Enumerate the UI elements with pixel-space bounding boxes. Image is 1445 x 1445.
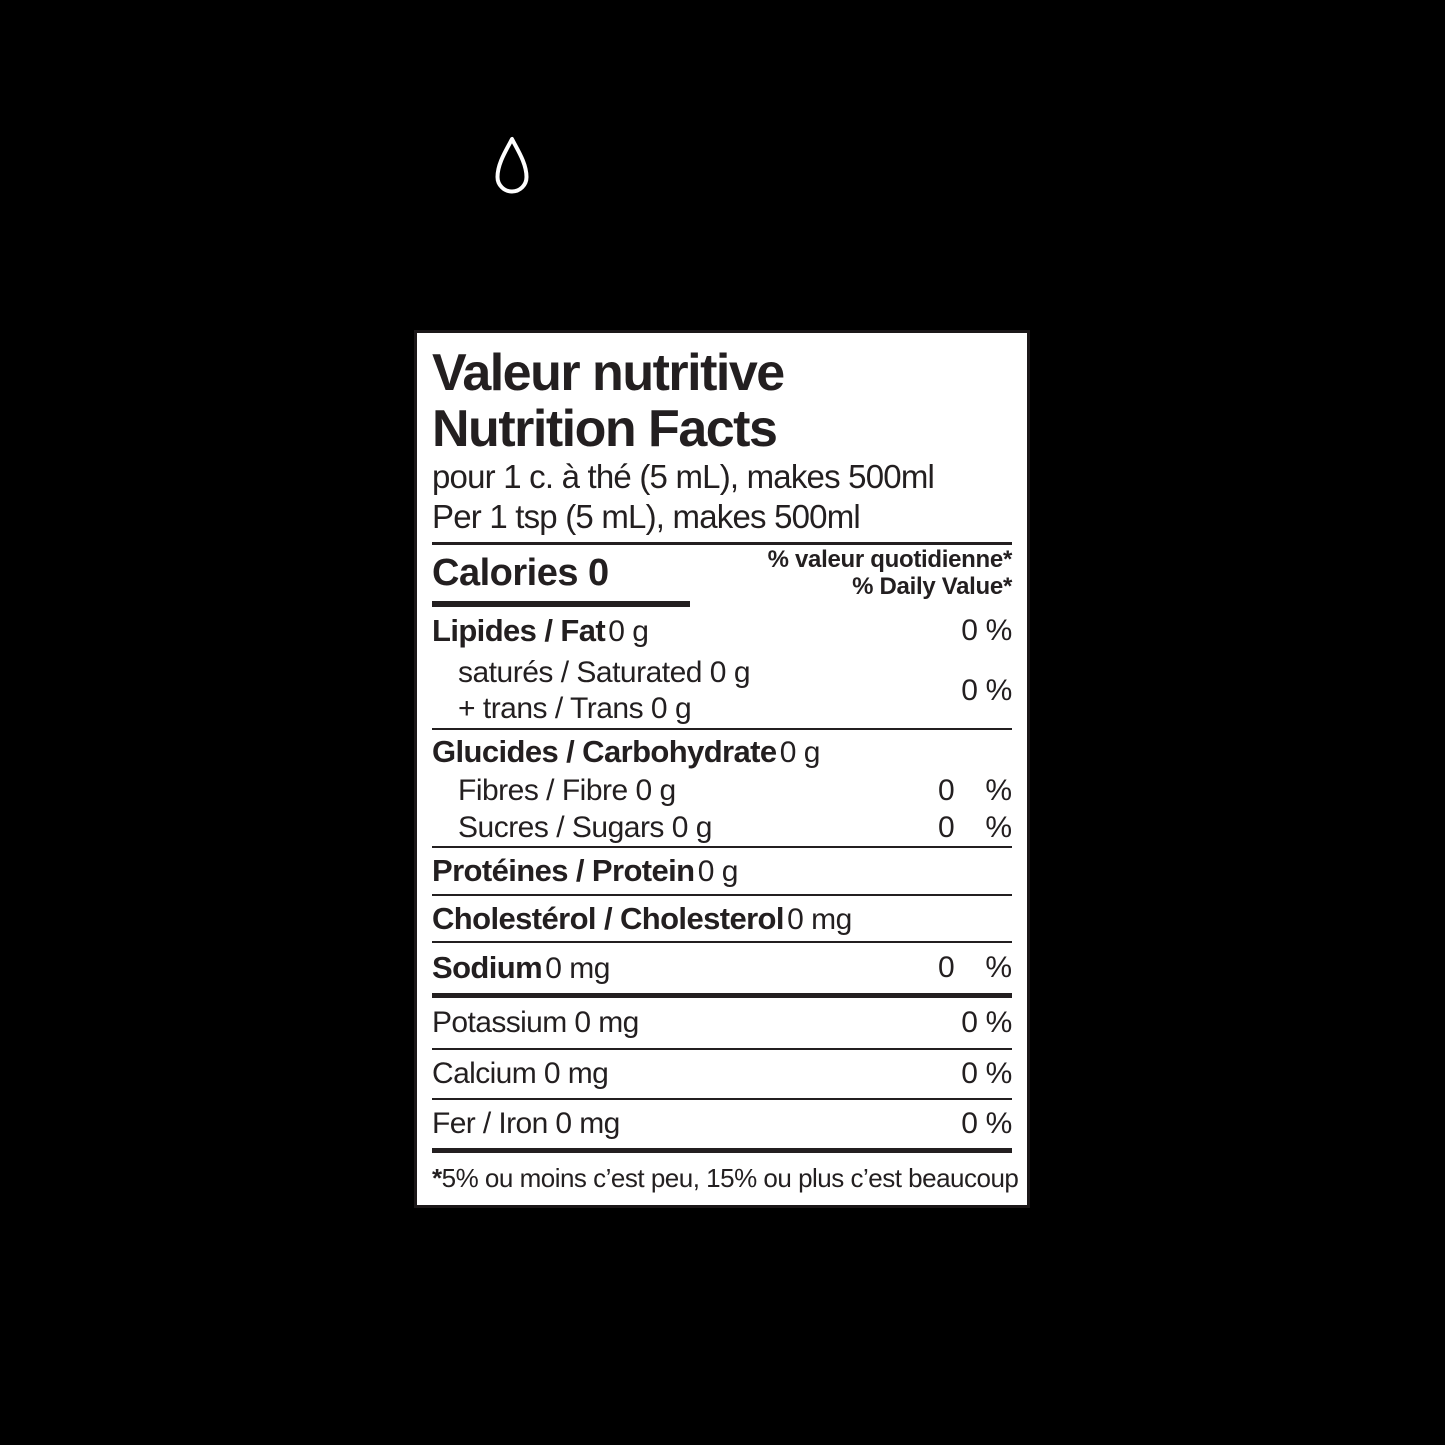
row-carbohydrate: Glucides / Carbohydrate 0 g — [432, 730, 1012, 773]
sugars-dv-unit: % — [985, 810, 1012, 844]
rule-thick-divider — [432, 993, 1012, 998]
fibre-dv-unit: % — [985, 774, 1012, 807]
title-french: Valeur nutritive — [432, 344, 785, 402]
trans-line: + trans / Trans 0 g — [458, 692, 692, 725]
rule-divider — [432, 941, 1012, 943]
sugars-dv-value: 0 — [938, 810, 955, 844]
serving-size-english: Per 1 tsp (5 mL), makes 500ml — [432, 498, 861, 535]
iron-daily-value: 0 % — [961, 1107, 1012, 1140]
rule-divider — [432, 846, 1012, 848]
serving-size-french: pour 1 c. à thé (5 mL), makes 500ml — [432, 458, 935, 495]
rule-thick-divider — [432, 1148, 1012, 1153]
calcium-daily-value: 0 % — [961, 1057, 1012, 1090]
droplet-outline-icon — [495, 137, 529, 194]
row-fat: Lipides / Fat 0 g 0 % — [432, 607, 1012, 654]
row-protein: Protéines / Protein 0 g — [432, 848, 1012, 894]
daily-value-header-french: % valeur quotidienne* — [767, 546, 1013, 573]
calories-word: Calories — [432, 551, 578, 594]
rule-divider — [432, 894, 1012, 896]
sodium-dv-unit: % — [985, 951, 1012, 984]
row-calcium: Calcium 0 mg 0 % — [432, 1050, 1012, 1098]
sugars-name: Sucres / Sugars 0 g — [458, 810, 712, 844]
row-iron: Fer / Iron 0 mg 0 % — [432, 1100, 1012, 1148]
sodium-dv-value: 0 — [938, 951, 955, 984]
row-sugars: Sucres / Sugars 0 g 0 % — [432, 809, 1012, 846]
footnote-asterisk: * — [432, 1162, 442, 1193]
protein-name: Protéines / Protein — [432, 853, 695, 888]
calories-underline — [432, 601, 690, 607]
rule-above-calories — [432, 542, 1012, 545]
calories-row: Calories 0 % valeur quotidienne* % Daily… — [432, 545, 1012, 601]
rule-divider — [432, 728, 1012, 730]
row-fibre: Fibres / Fibre 0 g 0 % — [432, 773, 1012, 809]
potassium-name: Potassium 0 mg — [432, 1006, 639, 1039]
calories-value: 0 — [588, 551, 609, 594]
saturated-trans-daily-value: 0 % — [961, 674, 1012, 707]
iron-name: Fer / Iron 0 mg — [432, 1107, 620, 1140]
potassium-daily-value: 0 % — [961, 1006, 1012, 1039]
fat-name: Lipides / Fat — [432, 612, 606, 648]
sodium-name: Sodium — [432, 950, 543, 985]
rule-divider — [432, 1098, 1012, 1100]
sodium-value: 0 mg — [545, 952, 610, 985]
carbohydrate-value: 0 g — [779, 735, 821, 769]
cholesterol-name: Cholestérol / Cholesterol — [432, 900, 785, 936]
calcium-name: Calcium 0 mg — [432, 1057, 609, 1090]
row-saturated-trans: saturés / Saturated 0 g + trans / Trans … — [432, 654, 1012, 728]
nutrition-facts-label: Valeur nutritive Nutrition Facts pour 1 … — [414, 330, 1030, 1208]
daily-value-header: % valeur quotidienne* % Daily Value* — [767, 546, 1013, 600]
protein-value: 0 g — [697, 855, 739, 888]
saturated-line: saturés / Saturated 0 g — [458, 656, 751, 689]
footnote-text: 5% ou moins c’est peu, 15% ou plus c’est… — [441, 1162, 1019, 1193]
row-potassium: Potassium 0 mg 0 % — [432, 998, 1012, 1048]
rule-divider — [432, 1048, 1012, 1050]
fibre-name: Fibres / Fibre 0 g — [458, 774, 676, 807]
daily-value-header-english: % Daily Value* — [852, 573, 1012, 600]
title-english: Nutrition Facts — [432, 400, 778, 458]
carbohydrate-name: Glucides / Carbohydrate — [432, 733, 777, 769]
fat-daily-value: 0 % — [961, 613, 1012, 647]
cholesterol-value: 0 mg — [787, 902, 852, 936]
calories-label: Calories 0 — [432, 552, 609, 595]
label-titles: Valeur nutritive Nutrition Facts — [432, 333, 1012, 457]
daily-value-footnote: * 5% ou moins c’est peu, 15% ou plus c’es… — [432, 1153, 1019, 1203]
fibre-dv-value: 0 — [938, 774, 955, 807]
row-sodium: Sodium 0 mg 0 % — [432, 943, 1012, 993]
row-cholesterol: Cholestérol / Cholesterol 0 mg — [432, 896, 1012, 941]
fat-value: 0 g — [608, 614, 649, 648]
